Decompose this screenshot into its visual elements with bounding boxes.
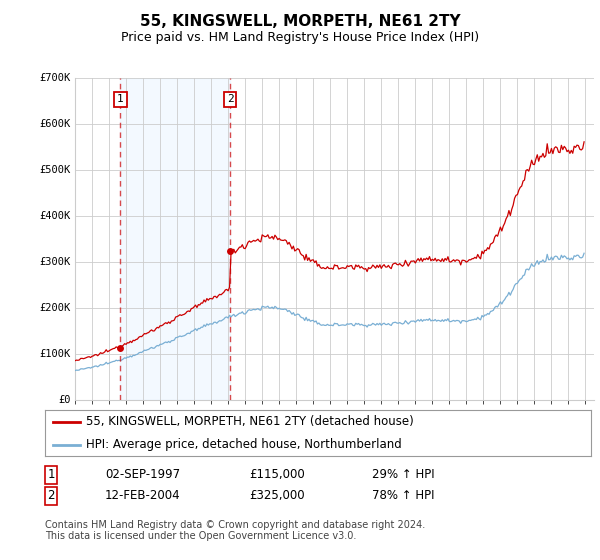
Text: 2: 2 <box>227 94 233 104</box>
Text: £400K: £400K <box>40 212 71 221</box>
Text: £0: £0 <box>58 395 71 405</box>
Text: £600K: £600K <box>40 119 71 129</box>
Text: Contains HM Land Registry data © Crown copyright and database right 2024.
This d: Contains HM Land Registry data © Crown c… <box>45 520 425 542</box>
Text: 29% ↑ HPI: 29% ↑ HPI <box>372 468 434 482</box>
Text: £500K: £500K <box>40 165 71 175</box>
Text: HPI: Average price, detached house, Northumberland: HPI: Average price, detached house, Nort… <box>86 438 402 451</box>
Text: 55, KINGSWELL, MORPETH, NE61 2TY: 55, KINGSWELL, MORPETH, NE61 2TY <box>140 14 460 29</box>
Text: £700K: £700K <box>40 73 71 83</box>
Text: 12-FEB-2004: 12-FEB-2004 <box>105 489 181 502</box>
Text: 55, KINGSWELL, MORPETH, NE61 2TY (detached house): 55, KINGSWELL, MORPETH, NE61 2TY (detach… <box>86 416 414 428</box>
Text: £100K: £100K <box>40 349 71 360</box>
Text: £325,000: £325,000 <box>249 489 305 502</box>
Text: 78% ↑ HPI: 78% ↑ HPI <box>372 489 434 502</box>
Text: 1: 1 <box>47 468 55 482</box>
Text: £300K: £300K <box>40 258 71 268</box>
Bar <box>121 78 230 400</box>
Text: 02-SEP-1997: 02-SEP-1997 <box>105 468 180 482</box>
Text: £200K: £200K <box>40 304 71 314</box>
Text: 2: 2 <box>47 489 55 502</box>
Text: Price paid vs. HM Land Registry's House Price Index (HPI): Price paid vs. HM Land Registry's House … <box>121 31 479 44</box>
Text: 1: 1 <box>117 94 124 104</box>
Text: £115,000: £115,000 <box>249 468 305 482</box>
